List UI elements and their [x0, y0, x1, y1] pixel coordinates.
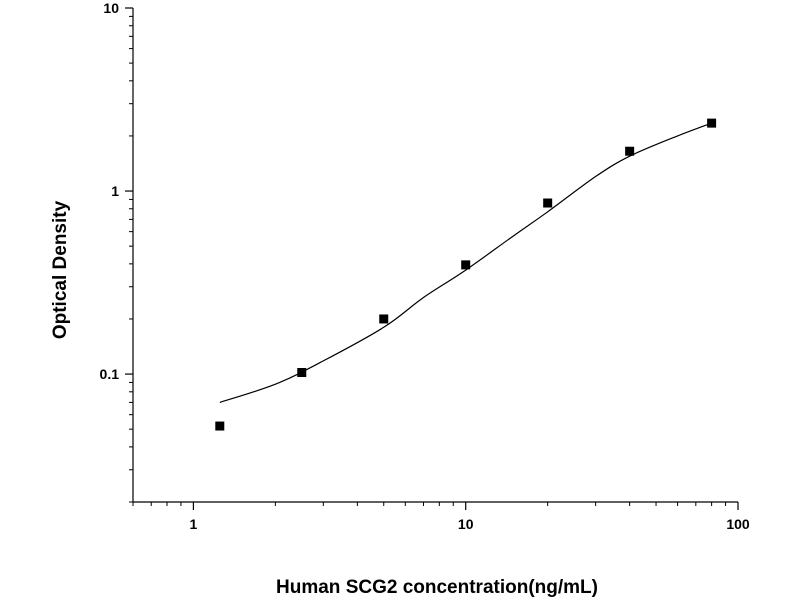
data-point — [543, 198, 553, 208]
y-tick-label: 1 — [111, 183, 119, 199]
x-tick-label: 100 — [726, 516, 750, 532]
axes: 0.1 1 10 1 10 100 — [100, 0, 750, 532]
data-point — [297, 367, 307, 377]
y-tick-label: 10 — [103, 0, 119, 16]
data-points-layer — [215, 118, 717, 431]
y-axis-title: Optical Density — [50, 200, 71, 339]
data-point — [625, 146, 635, 156]
data-point — [707, 118, 717, 128]
data-point — [379, 314, 389, 324]
y-tick-label: 0.1 — [100, 366, 120, 382]
x-tick-label: 10 — [458, 516, 474, 532]
x-axis-title: Human SCG2 concentration(ng/mL) — [276, 577, 598, 598]
data-point — [461, 260, 471, 270]
data-point — [215, 421, 225, 431]
x-tick-label: 1 — [190, 516, 198, 532]
